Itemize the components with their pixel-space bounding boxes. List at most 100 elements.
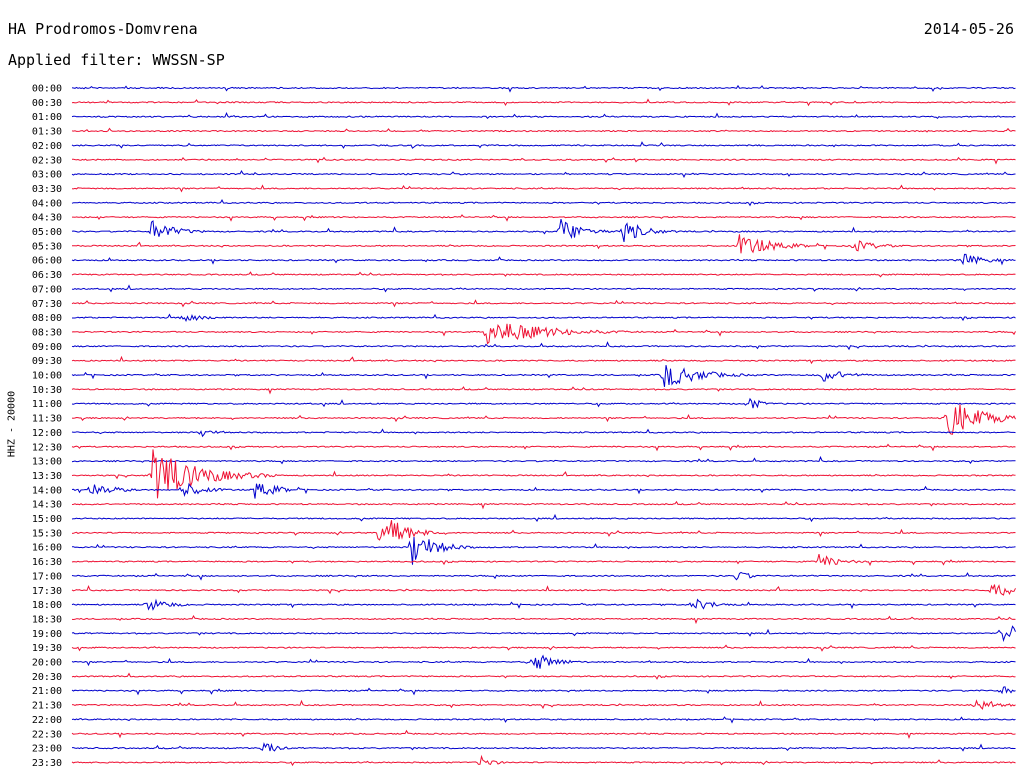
filter-label: Applied filter: WWSSN-SP	[8, 51, 225, 69]
trace-line	[71, 553, 1016, 567]
row-time-label: 11:30	[32, 414, 62, 425]
row-time-label: 20:00	[32, 658, 62, 669]
trace-line	[72, 156, 1016, 165]
row-time-label: 11:00	[32, 399, 62, 410]
row-time-label: 18:00	[32, 600, 62, 611]
row-time-label: 03:30	[32, 184, 62, 195]
trace-line	[71, 199, 1016, 207]
row-time-label: 08:00	[32, 313, 62, 324]
row-time-label: 13:00	[32, 457, 62, 468]
trace-line	[71, 169, 1016, 179]
trace-line	[71, 686, 1016, 696]
row-time-label: 06:30	[32, 270, 62, 281]
row-time-label: 20:30	[32, 672, 62, 683]
row-time-label: 15:00	[32, 514, 62, 525]
trace-line	[71, 98, 1016, 107]
row-time-label: 23:00	[32, 744, 62, 755]
trace-line	[71, 584, 1016, 596]
trace-line	[71, 644, 1016, 652]
row-time-label: 07:00	[32, 284, 62, 295]
trace-line	[71, 428, 1016, 438]
trace-line	[71, 500, 1016, 510]
trace-line	[71, 364, 1016, 387]
station-title: HA Prodromos-Domvrena	[8, 20, 198, 38]
trace-line	[71, 299, 1016, 308]
row-time-label: 04:30	[32, 213, 62, 224]
row-time-label: 14:30	[32, 500, 62, 511]
row-time-label: 04:00	[32, 198, 62, 209]
row-time-label: 10:00	[32, 371, 62, 382]
row-time-label: 07:30	[32, 299, 62, 310]
row-time-label: 00:00	[32, 84, 62, 95]
row-time-label: 10:30	[32, 385, 62, 396]
trace-line	[71, 111, 1016, 120]
row-time-label: 00:30	[32, 98, 62, 109]
row-time-label: 08:30	[32, 327, 62, 338]
row-time-label: 22:00	[32, 715, 62, 726]
trace-line	[71, 615, 1016, 625]
row-time-label: 12:30	[32, 442, 62, 453]
trace-line	[71, 482, 1016, 499]
trace-line	[71, 754, 1016, 767]
trace-line	[72, 234, 1016, 254]
trace-line	[71, 672, 1016, 680]
trace-line	[71, 84, 1016, 93]
row-time-label: 05:00	[32, 227, 62, 238]
row-time-label: 19:30	[32, 643, 62, 654]
trace-line	[71, 598, 1016, 611]
trace-line	[72, 313, 1016, 323]
trace-line	[71, 699, 1016, 710]
trace-line	[71, 716, 1016, 724]
trace-line	[71, 253, 1016, 266]
row-time-label: 15:30	[32, 528, 62, 539]
trace-line	[71, 184, 1016, 193]
trace-line	[71, 127, 1016, 133]
trace-line	[71, 513, 1016, 523]
row-time-label: 17:00	[32, 571, 62, 582]
row-time-label: 05:30	[32, 241, 62, 252]
trace-line	[71, 355, 1016, 365]
row-time-label: 16:00	[32, 543, 62, 554]
trace-line	[71, 729, 1016, 739]
trace-line	[72, 742, 1016, 752]
trace-line	[72, 536, 1016, 565]
row-time-label: 03:00	[32, 170, 62, 181]
row-time-label: 09:30	[32, 356, 62, 367]
row-time-label: 17:30	[32, 586, 62, 597]
trace-line	[71, 271, 1016, 278]
row-time-label: 13:30	[32, 471, 62, 482]
row-time-label: 19:00	[32, 629, 62, 640]
row-time-label: 06:00	[32, 256, 62, 267]
row-time-label: 02:30	[32, 155, 62, 166]
trace-line	[72, 214, 1016, 222]
trace-line	[71, 654, 1016, 669]
row-time-label: 21:00	[32, 686, 62, 697]
trace-line	[71, 571, 1016, 581]
row-time-label: 12:00	[32, 428, 62, 439]
trace-line	[71, 449, 1016, 499]
row-time-label: 02:00	[32, 141, 62, 152]
row-time-label: 14:00	[32, 485, 62, 496]
trace-line	[71, 625, 1016, 643]
trace-line	[71, 386, 1016, 395]
trace-line	[71, 443, 1016, 452]
row-time-label: 09:00	[32, 342, 62, 353]
trace-line	[71, 218, 1016, 243]
trace-line	[71, 397, 1016, 409]
row-time-label: 18:30	[32, 614, 62, 625]
row-time-label: 23:30	[32, 758, 62, 769]
row-time-label: 22:30	[32, 729, 62, 740]
trace-line	[71, 404, 1016, 435]
row-time-label: 01:00	[32, 112, 62, 123]
trace-line	[71, 284, 1016, 293]
trace-line	[71, 323, 1016, 345]
row-time-label: 21:30	[32, 701, 62, 712]
row-time-label: 01:30	[32, 127, 62, 138]
trace-line	[71, 520, 1016, 541]
trace-line	[71, 455, 1016, 465]
trace-line	[71, 141, 1016, 149]
trace-line	[71, 341, 1016, 351]
row-time-label: 16:30	[32, 557, 62, 568]
date-label: 2014-05-26	[923, 20, 1014, 38]
